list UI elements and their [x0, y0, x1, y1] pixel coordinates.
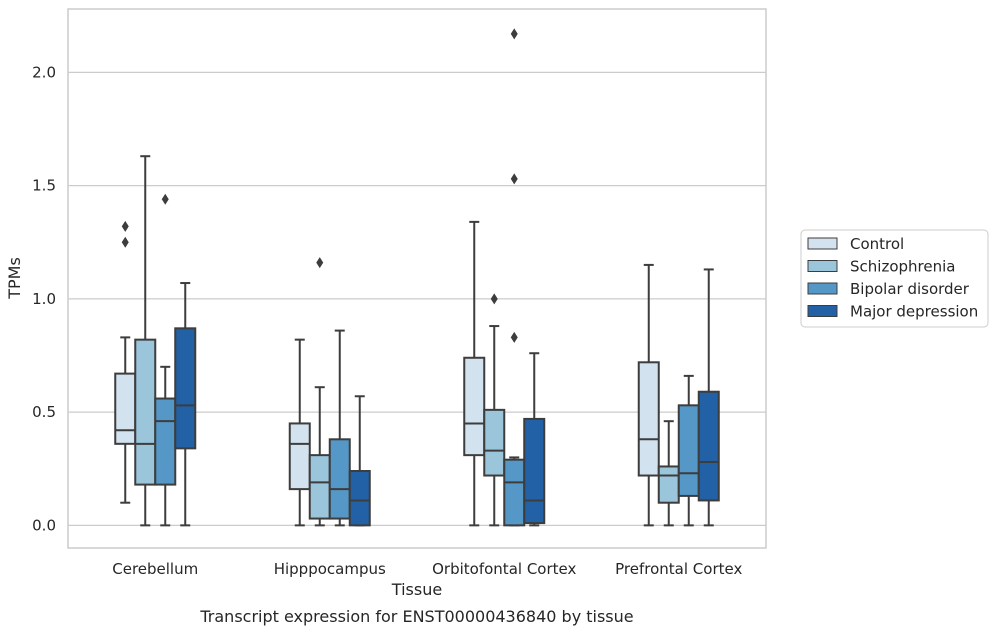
legend-frame: [800, 229, 989, 328]
legend-swatch: [807, 237, 838, 250]
box-groups: [114, 28, 720, 527]
box: [134, 155, 157, 527]
x-tick-label: Hipppocampus: [274, 560, 386, 578]
x-tick-label: Prefrontal Cortex: [615, 560, 742, 578]
box-body: [637, 361, 660, 477]
y-axis-title: TPMs: [5, 257, 24, 300]
legend: Control Schizophrenia Bipolar disorder Majo…: [800, 229, 989, 328]
x-axis-title: Tissue: [391, 580, 442, 599]
box: [657, 420, 680, 527]
box-body: [154, 397, 177, 486]
legend-swatch: [807, 282, 838, 295]
box: [523, 352, 546, 527]
chart-caption: Transcript expression for ENST0000043684…: [199, 607, 633, 626]
legend-label: Control: [850, 235, 904, 253]
box: [697, 268, 720, 527]
box-body: [308, 454, 331, 520]
outlier-point: [510, 173, 518, 185]
outlier-point: [121, 236, 129, 248]
box-body: [697, 390, 720, 502]
outlier-point: [510, 28, 518, 40]
box-body: [503, 458, 526, 527]
box: [174, 282, 197, 527]
legend-label: Major depression: [850, 303, 978, 321]
box: [288, 338, 311, 527]
box: [154, 193, 177, 527]
box-body: [288, 422, 311, 491]
legend-label: Schizophrenia: [850, 258, 955, 276]
box-body: [114, 372, 137, 445]
box-body: [463, 356, 486, 457]
y-tick-label: 2.0: [32, 63, 56, 81]
x-tick-label: Cerebellum: [112, 560, 198, 578]
box: [503, 28, 526, 527]
plot-area-frame: [67, 8, 767, 549]
outlier-point: [316, 257, 324, 269]
box-body: [174, 327, 197, 450]
box: [308, 257, 331, 527]
box: [348, 395, 371, 527]
y-tick-label: 1.5: [32, 177, 56, 195]
legend-swatch: [807, 305, 838, 317]
outlier-point: [121, 220, 129, 232]
box: [114, 220, 137, 504]
outlier-point: [510, 331, 518, 343]
x-tick-label: Orbitofontal Cortex: [432, 560, 576, 578]
box: [328, 329, 351, 527]
box-body: [483, 408, 506, 477]
box: [483, 293, 506, 527]
y-tick-label: 1.0: [32, 290, 56, 308]
y-tick-label: 0.5: [32, 403, 56, 421]
y-tick-label: 0.0: [32, 516, 56, 534]
box: [677, 374, 700, 527]
legend-swatch: [807, 260, 838, 272]
box-body: [657, 465, 680, 504]
y-axis-ticks: 0.0 0.5 1.0 1.5 2.0: [32, 63, 56, 534]
x-axis-ticks: Cerebellum Hipppocampus Orbitofontal Corte…: [112, 560, 742, 578]
legend-label: Bipolar disorder: [850, 280, 970, 298]
box-body: [134, 338, 157, 486]
box-body: [677, 404, 700, 497]
outlier-point: [490, 293, 498, 305]
box-body: [523, 417, 546, 525]
box: [637, 263, 660, 527]
box-body: [348, 470, 371, 527]
box-body: [328, 438, 351, 520]
outlier-point: [161, 193, 169, 205]
box: [463, 220, 486, 527]
